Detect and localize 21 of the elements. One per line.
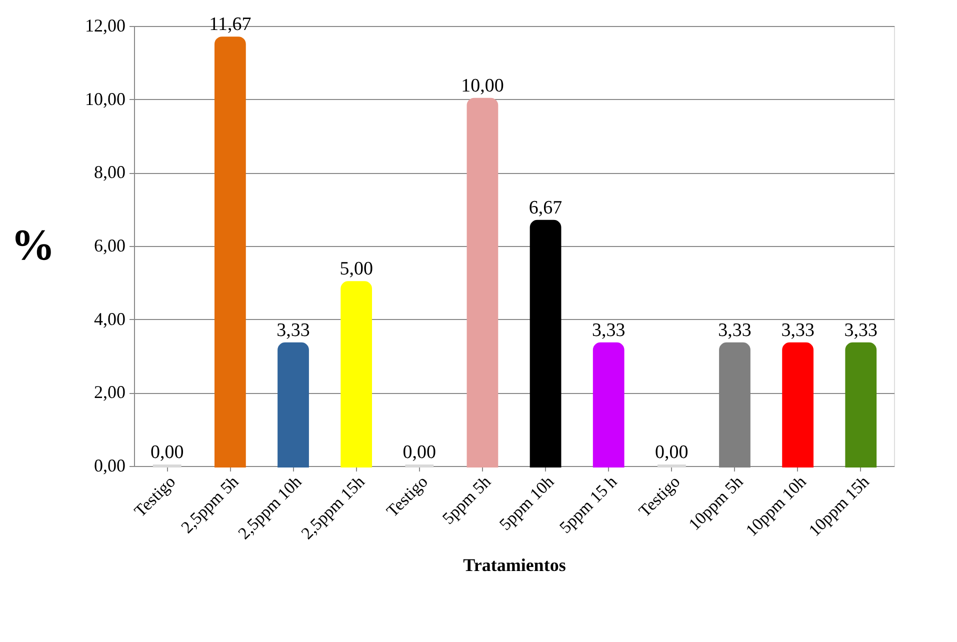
data-label: 6,67: [528, 197, 562, 218]
y-tick-label: 12,00: [85, 16, 126, 36]
data-label: 11,67: [209, 14, 252, 36]
y-tick-label: 6,00: [94, 236, 126, 256]
y-tick-label: 0,00: [94, 456, 126, 476]
data-label: 0,00: [150, 442, 184, 463]
data-label: 3,33: [718, 320, 752, 341]
data-label: 0,00: [655, 442, 688, 463]
y-axis-title: %: [11, 220, 55, 270]
y-tick-label: 4,00: [94, 308, 126, 329]
data-label: 3,33: [844, 320, 878, 341]
data-label: 10,00: [461, 75, 504, 96]
y-tick-label: 8,00: [94, 162, 126, 182]
data-label: 0,00: [402, 442, 436, 463]
y-tick-label: 2,00: [94, 382, 126, 402]
data-label: 5,00: [340, 258, 373, 280]
y-tick-label: 10,00: [85, 88, 126, 109]
data-label: 3,33: [592, 320, 626, 341]
data-label: 3,33: [276, 320, 310, 341]
data-label: 3,33: [781, 320, 814, 341]
x-axis-title: Tratamientos: [463, 555, 566, 576]
